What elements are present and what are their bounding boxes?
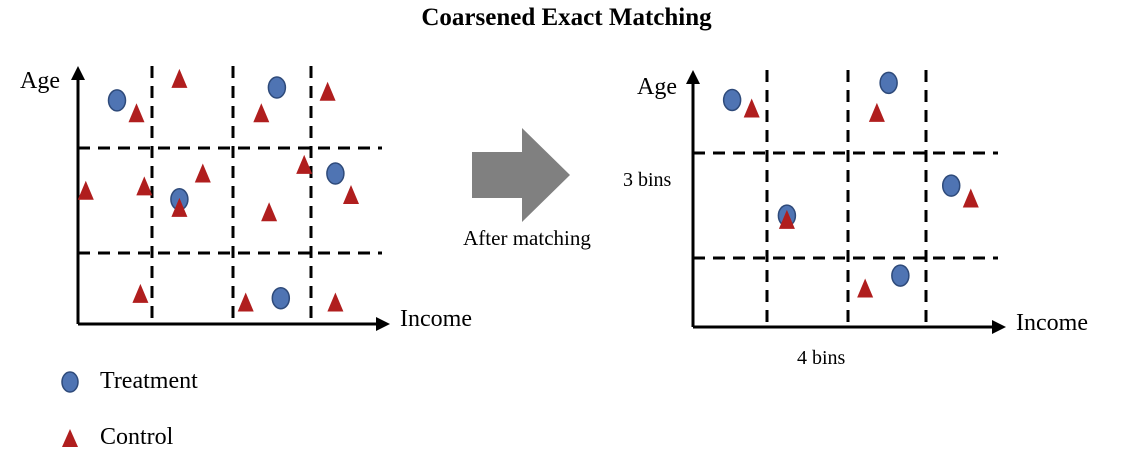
after-treatment-point-5: [891, 264, 910, 287]
x-bins-label: 4 bins: [797, 347, 846, 369]
after-control-point-2: [868, 102, 885, 122]
before-x-axis-label: Income: [400, 306, 472, 332]
diagram-title: Coarsened Exact Matching: [421, 4, 712, 31]
before-control-point-2: [171, 68, 188, 88]
before-control-point-5: [77, 180, 94, 200]
after-y-axis-arrowhead: [686, 70, 700, 84]
before-control-point-9: [343, 185, 359, 204]
control-legend-label: Control: [100, 424, 174, 450]
before-control-point-1: [128, 103, 145, 123]
before-control-point-13: [237, 292, 254, 312]
after-control-point-5: [857, 278, 874, 298]
after-matching-arrow: [472, 128, 570, 222]
after-treatment-point-3: [941, 174, 961, 197]
before-treatment-point-3: [326, 162, 345, 185]
after-matching-panel: [686, 70, 1006, 334]
after-treatment-point-1: [722, 88, 742, 112]
after-treatment-point-2: [879, 71, 898, 95]
y-bins-label: 3 bins: [623, 169, 672, 191]
before-control-point-11: [261, 202, 278, 222]
control-legend-marker: [62, 428, 78, 447]
after-control-point-1: [743, 98, 760, 118]
legend-control: Control: [60, 424, 173, 451]
before-control-point-14: [327, 292, 344, 312]
before-treatment-point-5: [271, 286, 291, 310]
before-control-point-6: [136, 176, 153, 196]
arrow-label: After matching: [463, 226, 591, 250]
legend-treatment: Treatment: [60, 368, 198, 395]
before-x-axis-arrowhead: [376, 317, 390, 331]
before-treatment-point-1: [107, 89, 127, 112]
treatment-legend-label: Treatment: [100, 368, 198, 394]
after-control-point-3: [962, 188, 979, 208]
before-control-point-12: [132, 283, 149, 303]
before-treatment-point-2: [267, 76, 287, 99]
after-control-point-4: [778, 209, 795, 229]
before-y-axis-arrowhead: [71, 66, 85, 80]
before-control-point-8: [296, 154, 313, 174]
treatment-legend-marker: [61, 370, 79, 393]
before-matching-panel: [71, 66, 390, 331]
after-x-axis-label: Income: [1016, 310, 1088, 336]
before-y-axis-label: Age: [20, 68, 60, 94]
after-y-axis-label: Age: [637, 74, 677, 100]
after-x-axis-arrowhead: [992, 320, 1006, 334]
before-control-point-4: [319, 81, 336, 101]
before-control-point-7: [194, 163, 211, 183]
before-control-point-10: [171, 197, 188, 217]
before-control-point-3: [253, 103, 270, 123]
